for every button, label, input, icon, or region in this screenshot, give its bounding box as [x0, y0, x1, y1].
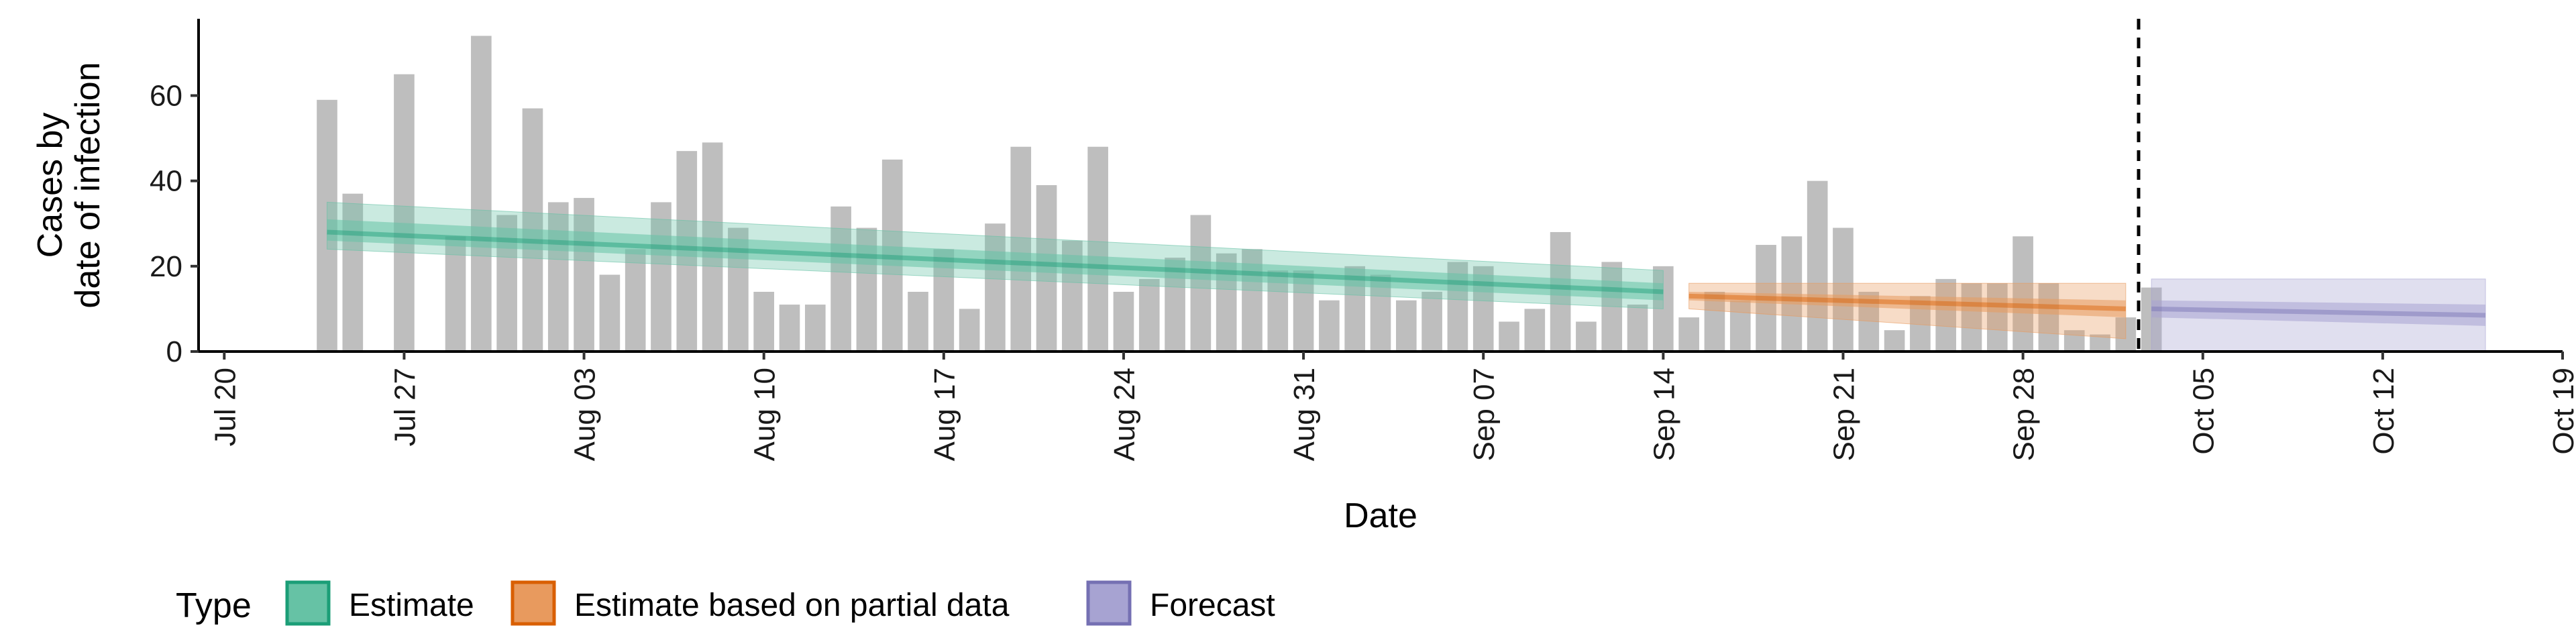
x-tick-label: Jul 20 [209, 368, 241, 446]
legend-key-3 [1086, 580, 1132, 626]
x-tick-label: Aug 03 [569, 368, 602, 461]
y-axis-title-line-1: Cases by [31, 113, 70, 258]
median-lines-layer [327, 229, 2486, 318]
bar [471, 36, 492, 352]
bar [394, 74, 415, 352]
x-tick-label: Aug 31 [1288, 368, 1321, 461]
band-inner [2151, 300, 2486, 326]
bar [2063, 330, 2085, 352]
x-tick-label: Aug 17 [928, 368, 961, 461]
bar [1319, 300, 1340, 352]
bar [1807, 180, 1828, 352]
bar [574, 198, 594, 352]
x-tick-label: Sep 14 [1648, 368, 1680, 461]
legend-label-1: Estimate [349, 588, 474, 623]
bar [804, 305, 826, 352]
bar [908, 291, 928, 352]
bar [1524, 309, 1546, 352]
median-line [327, 229, 1664, 294]
bar [599, 274, 621, 352]
bar [959, 309, 980, 352]
legend-label-3: Forecast [1150, 588, 1275, 623]
bar [1499, 321, 1519, 352]
bar [625, 249, 646, 352]
bar [1833, 227, 1854, 352]
bar [2038, 283, 2059, 352]
bar [445, 236, 466, 352]
bar [830, 206, 851, 352]
x-axis-title: Date [1344, 496, 1417, 535]
x-tick-label: Oct 12 [2367, 368, 2400, 455]
bar [1138, 278, 1160, 352]
x-tick-label: Aug 24 [1108, 368, 1141, 461]
bar [1190, 215, 1212, 352]
y-tick-label: 60 [150, 79, 182, 112]
band-inner [327, 219, 1664, 301]
bands-layer [327, 201, 2486, 352]
bar [1421, 291, 1442, 352]
bar [1678, 317, 1699, 352]
bar [1113, 291, 1134, 352]
bar [547, 202, 569, 352]
median-line [2151, 306, 2486, 318]
legend: Type Estimate Estimate based on partial d… [176, 580, 1275, 626]
x-tick-label: Jul 27 [388, 368, 421, 446]
legend-key-2 [511, 580, 556, 626]
axes [197, 19, 2563, 353]
bar [651, 202, 672, 352]
bar [1935, 278, 1957, 352]
bar [1729, 300, 1751, 352]
x-tick-label: Sep 07 [1468, 368, 1501, 461]
x-tick-label: Sep 28 [2008, 368, 2041, 461]
x-tick-label: Aug 10 [749, 368, 782, 461]
bar [1627, 305, 1648, 352]
y-tick-label: 40 [150, 165, 182, 198]
y-tick-label: 20 [150, 250, 182, 283]
bar [1986, 283, 2008, 352]
bar [342, 193, 364, 352]
legend-label-2: Estimate based on partial data [574, 588, 1010, 623]
bar [1704, 291, 1725, 352]
bar [1576, 321, 1597, 352]
bar [1884, 330, 1905, 352]
y-axis-title-line-2: date of infection [68, 62, 107, 308]
x-tick-label: Oct 19 [2547, 368, 2576, 455]
bar [985, 223, 1006, 352]
bar [779, 305, 800, 352]
median-line [1688, 293, 2126, 311]
bar [1395, 300, 1417, 352]
y-tick-label: 0 [166, 335, 182, 368]
bar [1010, 146, 1032, 352]
x-tick-label: Oct 05 [2188, 368, 2220, 455]
bar [753, 291, 775, 352]
band-inner [1688, 291, 2126, 318]
x-tick-label: Sep 21 [1827, 368, 1860, 461]
x-ticks: Jul 20 Jul 27 Aug 03 Aug 10 Aug 17 Aug 24 Aug … [209, 352, 2576, 461]
y-ticks: 0 20 40 60 [150, 79, 199, 368]
bar [1267, 270, 1289, 352]
legend-key-1 [285, 580, 331, 626]
bar [1961, 283, 1982, 352]
bar [1087, 146, 1108, 352]
legend-title: Type [176, 586, 252, 625]
